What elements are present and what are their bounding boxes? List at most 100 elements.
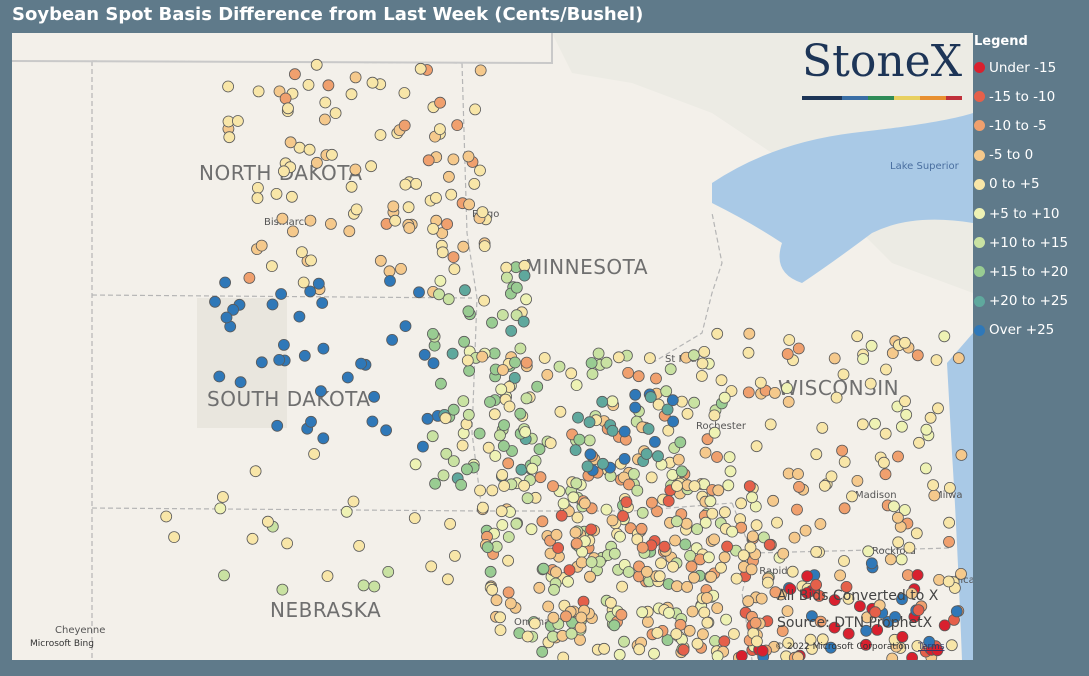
bid-point[interactable]: [227, 303, 240, 316]
bid-point[interactable]: [534, 471, 547, 484]
bid-point[interactable]: [494, 624, 507, 636]
bid-point[interactable]: [788, 531, 801, 544]
bid-point[interactable]: [742, 386, 755, 399]
bid-point[interactable]: [427, 357, 440, 370]
bid-point[interactable]: [663, 607, 675, 619]
bid-point[interactable]: [767, 494, 779, 507]
bid-point[interactable]: [288, 68, 301, 81]
bid-point[interactable]: [592, 347, 605, 360]
bid-point[interactable]: [542, 600, 555, 613]
bid-point[interactable]: [353, 540, 366, 552]
bid-point[interactable]: [447, 153, 460, 166]
bid-point[interactable]: [474, 64, 487, 77]
bid-point[interactable]: [662, 495, 675, 508]
bid-point[interactable]: [520, 356, 533, 369]
bid-point[interactable]: [842, 627, 855, 640]
bid-point[interactable]: [469, 103, 482, 116]
bid-point[interactable]: [884, 553, 897, 566]
bid-point[interactable]: [721, 540, 733, 553]
bid-point[interactable]: [943, 535, 955, 548]
bid-point[interactable]: [719, 506, 731, 519]
bid-point[interactable]: [569, 444, 582, 457]
bid-point[interactable]: [437, 469, 450, 482]
bid-point[interactable]: [899, 336, 911, 349]
bid-point[interactable]: [368, 390, 381, 403]
bid-point[interactable]: [685, 560, 698, 573]
bid-point[interactable]: [660, 385, 673, 398]
bid-point[interactable]: [430, 191, 442, 204]
bid-point[interactable]: [246, 532, 259, 545]
bid-point[interactable]: [489, 450, 502, 462]
bid-point[interactable]: [718, 391, 731, 404]
bid-point[interactable]: [502, 457, 515, 470]
bid-point[interactable]: [631, 484, 644, 497]
bid-point[interactable]: [792, 468, 804, 480]
bid-point[interactable]: [597, 457, 609, 470]
bid-point[interactable]: [620, 496, 633, 509]
bid-point[interactable]: [399, 320, 412, 333]
bid-point[interactable]: [688, 396, 700, 409]
bid-point[interactable]: [425, 560, 438, 573]
bid-point[interactable]: [496, 468, 509, 481]
bid-point[interactable]: [708, 426, 721, 439]
bid-point[interactable]: [562, 575, 574, 588]
bid-point[interactable]: [792, 651, 804, 660]
bid-point[interactable]: [932, 402, 944, 415]
bid-point[interactable]: [814, 518, 827, 530]
bid-point[interactable]: [252, 85, 265, 98]
legend-item[interactable]: Over +25: [974, 316, 1089, 345]
bid-point[interactable]: [213, 370, 226, 383]
bid-point[interactable]: [509, 356, 521, 369]
bid-point[interactable]: [495, 383, 508, 396]
bid-point[interactable]: [783, 334, 796, 346]
bid-point[interactable]: [651, 505, 663, 518]
bid-point[interactable]: [222, 80, 235, 93]
bid-point[interactable]: [763, 538, 776, 551]
bid-point[interactable]: [285, 190, 298, 203]
bid-point[interactable]: [410, 177, 423, 190]
bid-point[interactable]: [899, 504, 911, 516]
bid-point[interactable]: [409, 458, 422, 471]
bid-point[interactable]: [214, 502, 227, 515]
bid-point[interactable]: [606, 514, 619, 527]
bid-point[interactable]: [531, 380, 544, 393]
bid-point[interactable]: [749, 617, 762, 629]
bid-point[interactable]: [896, 631, 909, 643]
bid-point[interactable]: [856, 418, 869, 431]
bid-point[interactable]: [343, 225, 356, 238]
bid-point[interactable]: [349, 71, 362, 84]
bid-point[interactable]: [824, 641, 837, 654]
bid-point[interactable]: [160, 510, 173, 523]
bid-point[interactable]: [674, 436, 687, 449]
bid-point[interactable]: [836, 444, 848, 457]
bid-point[interactable]: [724, 465, 737, 478]
bid-point[interactable]: [879, 468, 892, 481]
bid-point[interactable]: [456, 439, 469, 452]
bid-point[interactable]: [933, 574, 945, 586]
bid-point[interactable]: [652, 398, 665, 411]
bid-point[interactable]: [374, 129, 387, 141]
bid-point[interactable]: [433, 123, 446, 135]
bid-point[interactable]: [834, 569, 846, 582]
bid-point[interactable]: [298, 349, 311, 362]
bid-point[interactable]: [651, 627, 664, 639]
bid-point[interactable]: [681, 581, 693, 593]
bid-point[interactable]: [345, 180, 358, 193]
bid-point[interactable]: [631, 533, 644, 546]
bid-point[interactable]: [879, 427, 892, 440]
bid-point[interactable]: [414, 62, 427, 75]
bid-point[interactable]: [398, 87, 411, 99]
bid-point[interactable]: [730, 572, 743, 585]
bid-point[interactable]: [277, 165, 290, 178]
bid-point[interactable]: [623, 478, 635, 491]
bid-point[interactable]: [476, 350, 489, 363]
bid-point[interactable]: [448, 550, 461, 562]
bid-point[interactable]: [784, 583, 797, 595]
bid-point[interactable]: [944, 481, 956, 494]
bid-point[interactable]: [644, 391, 657, 404]
bid-point[interactable]: [806, 610, 818, 623]
bid-point[interactable]: [382, 566, 395, 578]
bid-point[interactable]: [912, 604, 925, 616]
bid-point[interactable]: [642, 616, 654, 628]
bid-point[interactable]: [718, 635, 731, 648]
